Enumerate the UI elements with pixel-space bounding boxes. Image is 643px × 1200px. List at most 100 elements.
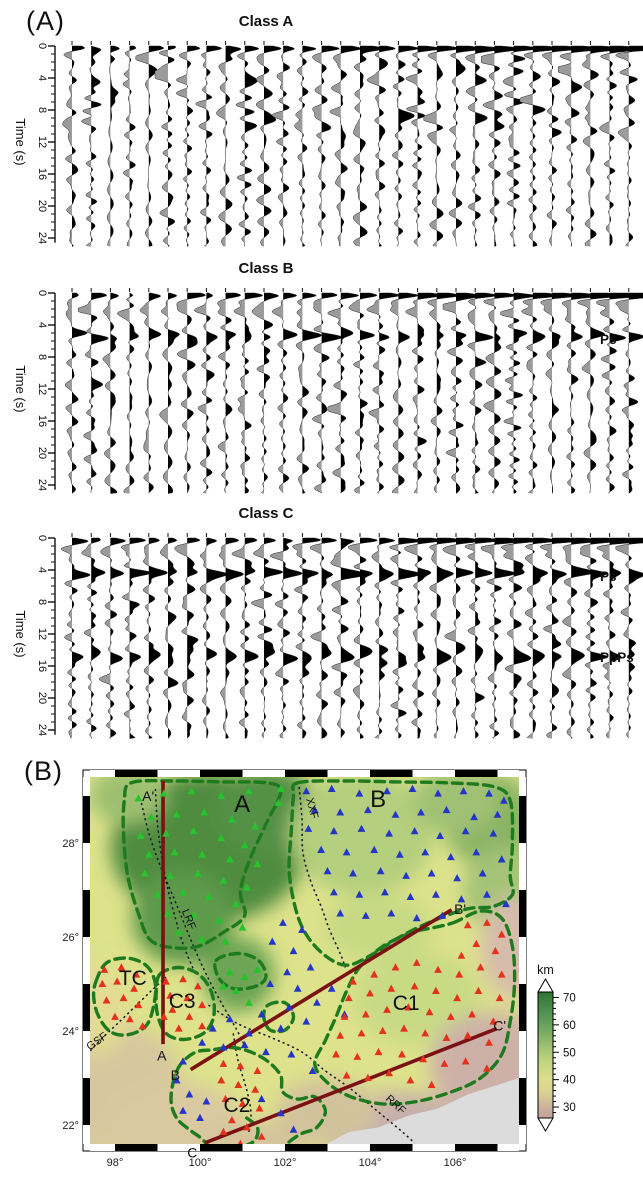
trace-wiggle-line bbox=[366, 292, 401, 494]
trace-negative-fill bbox=[443, 538, 456, 739]
boundary-region-tc-outline bbox=[91, 956, 158, 1037]
frame-checker-left bbox=[83, 843, 90, 890]
station-marker-green bbox=[166, 871, 175, 879]
trace-wiggle-line bbox=[327, 292, 360, 494]
station-marker-green bbox=[240, 841, 249, 849]
station-marker-blue bbox=[472, 848, 481, 856]
trace-wiggle-line bbox=[175, 45, 201, 246]
station-marker-blue bbox=[289, 946, 298, 955]
trace-wiggle-line bbox=[199, 537, 228, 739]
station-marker-red bbox=[374, 1047, 383, 1056]
frame-checker-left bbox=[83, 796, 90, 843]
profile-endpoint-label-B: B bbox=[171, 1067, 180, 1083]
trace-positive-fill bbox=[609, 46, 643, 247]
trace-negative-fill bbox=[219, 538, 226, 739]
station-marker-red bbox=[162, 977, 170, 985]
station-marker-red bbox=[391, 963, 400, 971]
station-marker-blue bbox=[459, 787, 468, 795]
station-marker-red bbox=[387, 984, 396, 992]
overlay-layer bbox=[90, 779, 517, 1144]
station-marker-blue bbox=[387, 909, 396, 917]
time-axis-tick-label: 12 bbox=[36, 628, 48, 640]
station-marker-red bbox=[425, 1008, 434, 1016]
trace-negative-fill bbox=[272, 46, 284, 247]
trace-wiggle-line bbox=[269, 537, 303, 739]
trace-wiggle-line bbox=[77, 292, 109, 494]
station-marker-blue bbox=[287, 1050, 296, 1058]
time-axis-tick-label: 0 bbox=[36, 43, 48, 49]
trace-wiggle-line bbox=[271, 45, 295, 247]
station-marker-red bbox=[219, 1127, 228, 1135]
station-marker-red bbox=[440, 1059, 449, 1067]
trace-negative-fill bbox=[443, 293, 456, 494]
station-marker-red bbox=[472, 939, 481, 947]
frame-checker-right bbox=[519, 937, 526, 984]
station-marker-red bbox=[234, 1080, 243, 1088]
station-marker-red bbox=[194, 982, 202, 990]
station-marker-red bbox=[166, 991, 175, 999]
time-axis-tick-label: 8 bbox=[36, 599, 48, 605]
station-marker-red bbox=[442, 1033, 451, 1041]
lon-tick-label: 104° bbox=[359, 1157, 382, 1169]
station-marker-blue bbox=[417, 808, 425, 816]
phase-label: Ps bbox=[600, 569, 617, 584]
trace-negative-fill bbox=[327, 293, 341, 494]
fault-line-GSF bbox=[90, 976, 167, 1052]
trace-positive-fill bbox=[110, 538, 126, 739]
station-marker-green bbox=[179, 888, 187, 896]
time-axis-title: Time (s) bbox=[13, 365, 28, 412]
station-marker-red bbox=[357, 1029, 366, 1037]
station-marker-red bbox=[130, 984, 138, 992]
station-marker-blue bbox=[245, 1029, 253, 1037]
trace-negative-fill bbox=[140, 293, 149, 494]
frame-checker-bottom bbox=[157, 1144, 200, 1151]
frame-checker-bottom bbox=[200, 1144, 243, 1151]
trace-positive-fill bbox=[302, 538, 321, 739]
trace-negative-fill bbox=[117, 293, 130, 494]
station-marker-blue bbox=[298, 925, 306, 933]
trace-positive-fill bbox=[417, 293, 443, 494]
trace-positive-fill bbox=[494, 46, 523, 247]
station-marker-green bbox=[189, 827, 198, 835]
colorbar-arrow-top bbox=[537, 977, 554, 993]
trace-negative-fill bbox=[405, 46, 418, 247]
station-marker-red bbox=[410, 982, 419, 990]
station-marker-red bbox=[219, 1059, 228, 1067]
trace-positive-fill bbox=[168, 46, 176, 247]
trace-wiggle-line bbox=[582, 45, 627, 247]
terrain-blob bbox=[289, 777, 434, 895]
trace-negative-fill bbox=[102, 293, 111, 494]
colorbar-gradient bbox=[537, 991, 554, 1119]
trace-wiggle-line bbox=[251, 292, 279, 494]
trace-negative-fill bbox=[252, 293, 264, 494]
lat-tick-label: 28° bbox=[62, 838, 79, 850]
station-marker-red bbox=[491, 946, 500, 955]
station-marker-green bbox=[204, 892, 213, 900]
trace-wiggle-line bbox=[467, 292, 498, 494]
trace-wiggle-line bbox=[389, 537, 423, 739]
trace-positive-fill bbox=[72, 538, 91, 739]
seismic-panel-class-a: Class A 0 4 8 12 16 20 24 Time (s) bbox=[13, 13, 643, 247]
trace-negative-fill bbox=[558, 46, 572, 247]
frame-checker-left bbox=[83, 777, 90, 796]
station-marker-red bbox=[446, 1012, 455, 1020]
trace-negative-fill bbox=[195, 46, 207, 247]
station-marker-red bbox=[353, 1052, 362, 1060]
frame-checker-bottom bbox=[455, 1144, 498, 1151]
trace-wiggle-line bbox=[427, 292, 462, 494]
station-marker-red bbox=[113, 977, 121, 985]
station-marker-blue bbox=[336, 808, 345, 816]
station-marker-blue bbox=[421, 848, 430, 856]
station-marker-red bbox=[138, 1022, 147, 1030]
trace-wiggle-line bbox=[251, 537, 283, 739]
trace-wiggle-line bbox=[542, 45, 584, 247]
trace-positive-fill bbox=[148, 293, 161, 494]
trace-positive-fill bbox=[302, 293, 322, 494]
trace-wiggle-line bbox=[577, 292, 629, 494]
station-marker-red bbox=[242, 1123, 251, 1131]
trace-positive-fill bbox=[360, 538, 378, 739]
trace-positive-fill bbox=[129, 293, 139, 494]
region-label-C2: C2 bbox=[224, 1094, 251, 1117]
trace-positive-fill bbox=[628, 293, 643, 494]
